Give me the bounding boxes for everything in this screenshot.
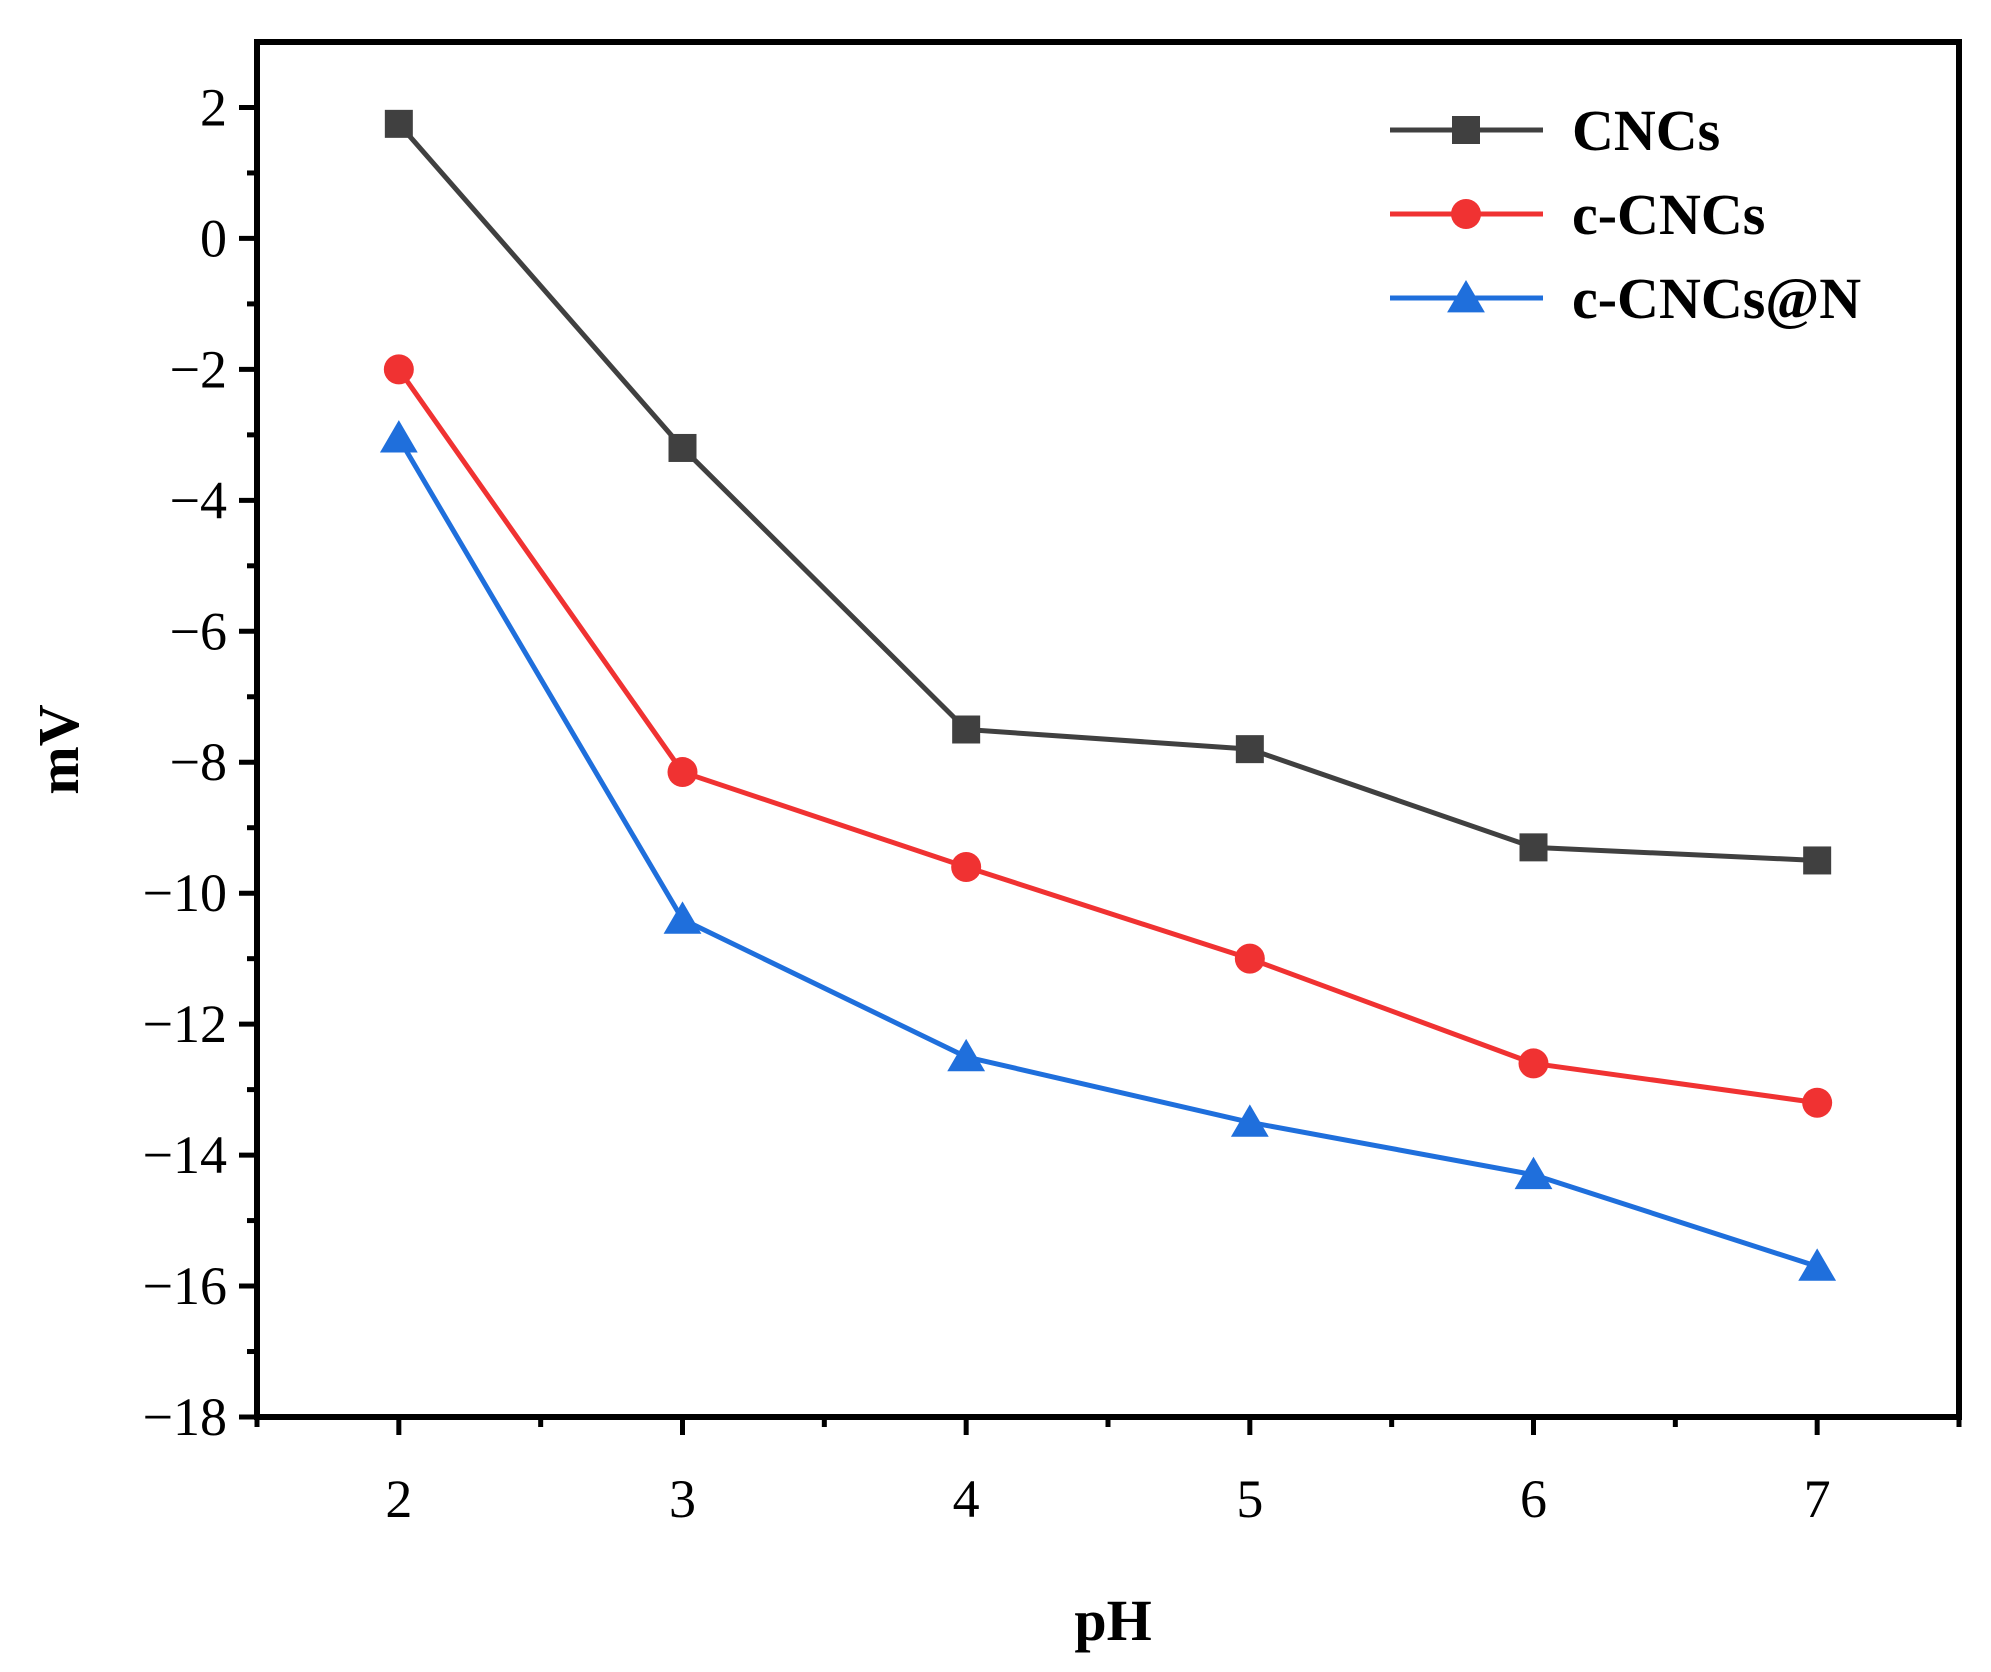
series-line xyxy=(396,436,1818,1269)
data-point xyxy=(1803,846,1832,875)
data-point xyxy=(947,1038,986,1072)
legend-marker xyxy=(1452,116,1480,144)
series-c-CNCs xyxy=(383,354,1833,1118)
legend-item: CNCs xyxy=(1390,98,1720,163)
data-point xyxy=(1518,1048,1549,1079)
x-tick-label: 7 xyxy=(1804,1469,1831,1529)
series-line xyxy=(396,122,1818,863)
data-point xyxy=(667,757,698,788)
data-point xyxy=(1798,1248,1837,1281)
legend-label: CNCs xyxy=(1572,98,1720,163)
series-c-CNCs@N xyxy=(379,420,1837,1281)
y-tick-label: −6 xyxy=(170,601,227,661)
data-point xyxy=(1802,1087,1833,1118)
x-axis-title: pH xyxy=(1074,1588,1151,1653)
data-point xyxy=(379,420,418,453)
data-point xyxy=(1514,1156,1553,1190)
data-point xyxy=(1234,943,1265,974)
minor-ticks xyxy=(247,170,1962,1427)
y-tick-label: −4 xyxy=(170,470,227,530)
series-line xyxy=(396,367,1818,1106)
data-point xyxy=(383,354,414,385)
data-point xyxy=(951,852,982,882)
y-tick-label: −14 xyxy=(143,1125,227,1185)
y-tick-label: −8 xyxy=(170,732,227,792)
series-layer xyxy=(379,109,1837,1281)
y-tick-label: 2 xyxy=(200,77,227,137)
legend-label: c-CNCs xyxy=(1572,182,1765,247)
legend-marker xyxy=(1447,280,1485,313)
y-tick-label: −12 xyxy=(143,994,227,1054)
data-point xyxy=(1230,1104,1269,1137)
x-tick-label: 4 xyxy=(953,1469,980,1529)
y-tick-label: −10 xyxy=(143,863,227,923)
data-point xyxy=(952,715,981,744)
x-tick-label: 3 xyxy=(669,1469,696,1529)
legend-item: c-CNCs xyxy=(1390,182,1765,247)
y-tick-label: −2 xyxy=(170,339,227,399)
series-CNCs xyxy=(384,109,1832,875)
data-point xyxy=(384,109,413,138)
x-tick-label: 2 xyxy=(385,1469,412,1529)
data-point xyxy=(663,901,702,934)
legend-item: c-CNCs@N xyxy=(1390,266,1861,331)
plot-frame xyxy=(254,39,1962,1420)
legend-label: c-CNCs@N xyxy=(1572,266,1861,331)
data-point xyxy=(1519,833,1548,862)
y-axis-title: mV xyxy=(26,704,91,794)
x-tick-label: 5 xyxy=(1236,1469,1263,1529)
y-tick-label: −18 xyxy=(143,1387,227,1447)
x-tick-label: 6 xyxy=(1520,1469,1547,1529)
y-tick-label: −16 xyxy=(143,1256,227,1316)
y-tick-label: 0 xyxy=(200,208,227,268)
data-point xyxy=(1235,735,1264,764)
data-point xyxy=(668,433,697,462)
legend-marker xyxy=(1451,199,1481,229)
tick-labels: 2 0 −2 −4 −6 −8 −10 −12 −14 −16 −18 2 3 4 5 6 7 xyxy=(143,77,1831,1529)
legend: CNCs c-CNCs c-CNCs@N xyxy=(1390,98,1861,331)
